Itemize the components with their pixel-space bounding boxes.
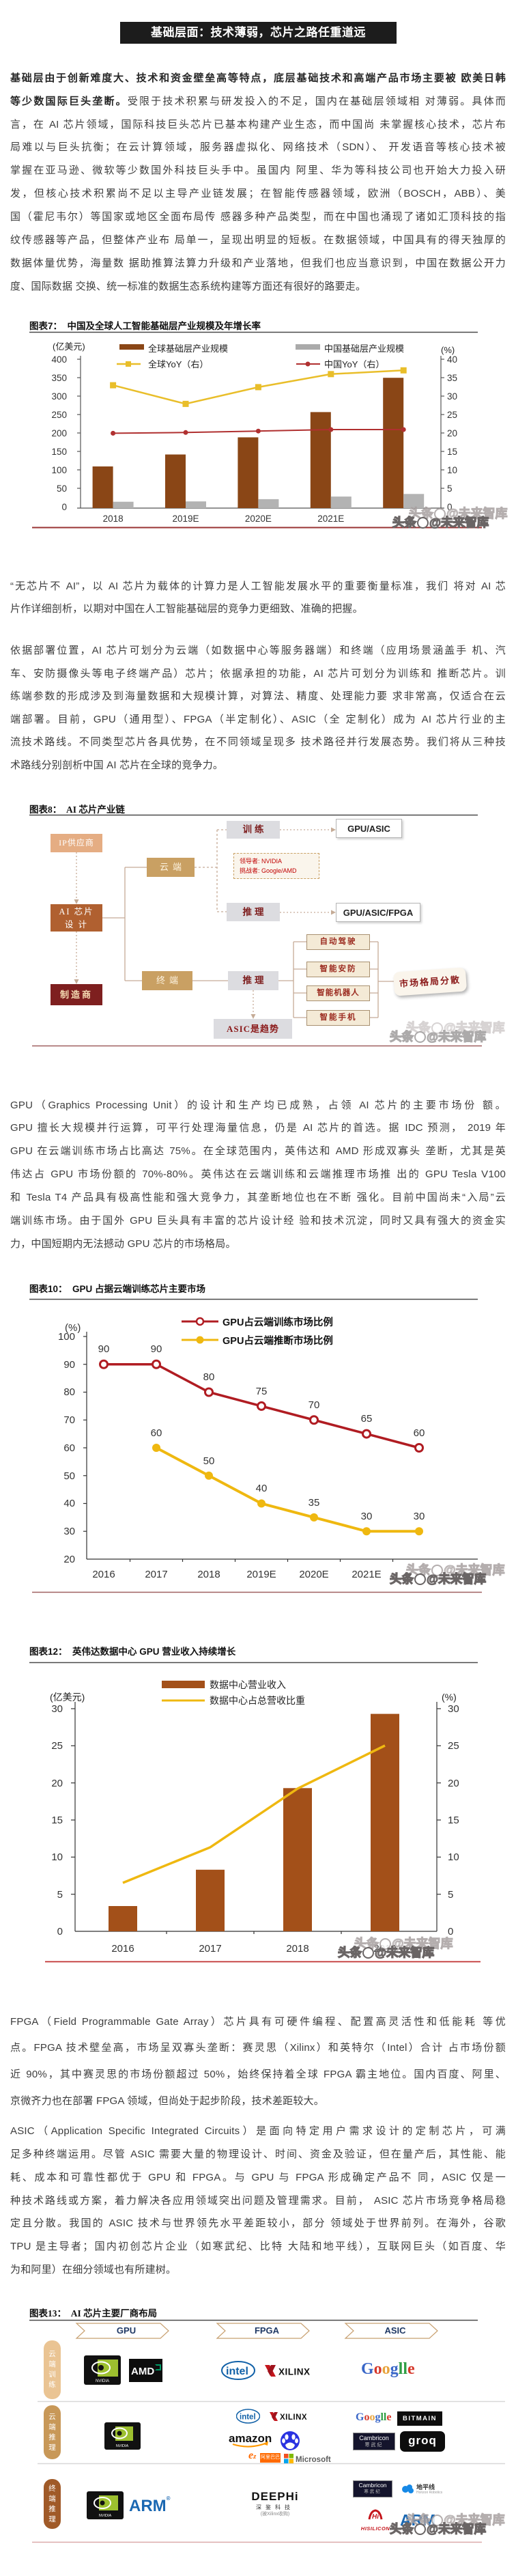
svg-text:0: 0 xyxy=(57,1926,63,1937)
svg-text:150: 150 xyxy=(51,447,67,457)
svg-text:NVIDIA: NVIDIA xyxy=(116,2444,129,2448)
svg-text:25: 25 xyxy=(51,1740,63,1752)
svg-text:图表10： GPU 占据云端训练芯片主要市场: 图表10： GPU 占据云端训练芯片主要市场 xyxy=(29,1283,205,1294)
svg-text:(亿美元): (亿美元) xyxy=(53,341,85,352)
svg-text:60: 60 xyxy=(63,1442,75,1454)
svg-text:2019E: 2019E xyxy=(246,1569,276,1580)
svg-text:40: 40 xyxy=(447,354,457,365)
svg-text:0: 0 xyxy=(447,502,453,512)
svg-text:100: 100 xyxy=(51,465,67,475)
svg-text:50: 50 xyxy=(57,484,67,494)
svg-text:0: 0 xyxy=(448,1926,453,1937)
svg-text:15: 15 xyxy=(448,1815,459,1826)
svg-text:30: 30 xyxy=(447,391,457,402)
svg-text:2020E: 2020E xyxy=(299,1569,328,1580)
svg-text:90: 90 xyxy=(98,1343,110,1355)
svg-text:中国YoY（右）: 中国YoY（右） xyxy=(324,359,384,369)
svg-text:40: 40 xyxy=(256,1483,268,1494)
svg-text:50: 50 xyxy=(63,1470,75,1482)
svg-text:5: 5 xyxy=(448,1889,453,1901)
svg-text:20: 20 xyxy=(51,1778,63,1789)
svg-text:35: 35 xyxy=(309,1497,320,1509)
svg-text:NVIDIA: NVIDIA xyxy=(96,2379,109,2383)
svg-text:25: 25 xyxy=(447,410,457,420)
svg-text:2019E: 2019E xyxy=(172,514,199,524)
svg-text:20: 20 xyxy=(447,428,457,438)
svg-text:10: 10 xyxy=(51,1851,63,1863)
svg-text:2018: 2018 xyxy=(197,1569,220,1580)
svg-text:NVIDIA: NVIDIA xyxy=(99,2514,112,2518)
svg-text:400: 400 xyxy=(51,354,67,365)
svg-text:250: 250 xyxy=(51,410,67,420)
svg-text:(%): (%) xyxy=(441,345,455,355)
svg-text:30: 30 xyxy=(448,1703,459,1715)
svg-text:FPGA: FPGA xyxy=(255,2325,280,2336)
svg-text:90: 90 xyxy=(151,1343,162,1355)
svg-text:50: 50 xyxy=(203,1455,215,1467)
svg-text:XILINX: XILINX xyxy=(278,2367,311,2377)
svg-text:ASIC: ASIC xyxy=(384,2325,406,2336)
svg-text:70: 70 xyxy=(309,1399,320,1411)
svg-text:Hi: Hi xyxy=(372,2513,379,2521)
svg-text:70: 70 xyxy=(63,1414,75,1426)
svg-text:25: 25 xyxy=(448,1740,459,1752)
svg-text:(%): (%) xyxy=(442,1692,457,1703)
svg-text:90: 90 xyxy=(63,1359,75,1371)
svg-text:全球YoY（右）: 全球YoY（右） xyxy=(148,359,208,369)
svg-text:Microsoft: Microsoft xyxy=(296,2456,331,2464)
svg-text:2016: 2016 xyxy=(92,1569,115,1580)
svg-text:(亿美元): (亿美元) xyxy=(50,1692,85,1703)
svg-text:20: 20 xyxy=(63,1554,75,1565)
svg-text:65: 65 xyxy=(361,1413,373,1425)
svg-text:350: 350 xyxy=(51,373,67,383)
svg-text:10: 10 xyxy=(448,1851,459,1863)
svg-text:2018: 2018 xyxy=(286,1943,309,1955)
svg-text:intel: intel xyxy=(240,2413,256,2422)
svg-text:GPU: GPU xyxy=(117,2325,136,2336)
svg-text:(%): (%) xyxy=(65,1322,81,1334)
svg-text:80: 80 xyxy=(63,1386,75,1398)
svg-text:30: 30 xyxy=(51,1703,63,1715)
svg-text:30: 30 xyxy=(361,1511,373,1522)
svg-text:20: 20 xyxy=(448,1778,459,1789)
svg-text:300: 300 xyxy=(51,391,67,402)
svg-text:80: 80 xyxy=(203,1371,215,1383)
svg-text:图表12： 英伟达数据中心 GPU 营业收入持续增长: 图表12： 英伟达数据中心 GPU 营业收入持续增长 xyxy=(29,1646,236,1657)
svg-text:2021E: 2021E xyxy=(352,1569,381,1580)
svg-text:5: 5 xyxy=(447,484,453,494)
svg-text:AMD: AMD xyxy=(131,2366,154,2377)
svg-text:30: 30 xyxy=(63,1526,75,1537)
svg-text:XILINX: XILINX xyxy=(280,2413,307,2422)
svg-text:35: 35 xyxy=(447,373,457,383)
svg-text:图表7： 中国及全球人工智能基础层产业规模及年增长率: 图表7： 中国及全球人工智能基础层产业规模及年增长率 xyxy=(29,320,261,331)
svg-text:75: 75 xyxy=(256,1386,268,1397)
svg-text:2021E: 2021E xyxy=(317,514,344,524)
svg-text:2018: 2018 xyxy=(103,514,124,524)
svg-text:amazon: amazon xyxy=(229,2432,272,2445)
svg-text:全球基础层产业规模: 全球基础层产业规模 xyxy=(148,344,228,354)
svg-text:30: 30 xyxy=(414,1511,425,1522)
svg-text:15: 15 xyxy=(51,1815,63,1826)
svg-text:中国基础层产业规模: 中国基础层产业规模 xyxy=(324,344,404,354)
svg-text:数据中心占总营收比重: 数据中心占总营收比重 xyxy=(210,1695,305,1706)
svg-text:100: 100 xyxy=(58,1331,75,1343)
svg-text:2020E: 2020E xyxy=(245,514,272,524)
svg-text:60: 60 xyxy=(151,1427,162,1439)
svg-text:intel: intel xyxy=(226,2366,248,2377)
svg-text:15: 15 xyxy=(447,447,457,457)
svg-text:2016: 2016 xyxy=(111,1943,134,1955)
svg-text:5: 5 xyxy=(57,1889,63,1901)
svg-text:60: 60 xyxy=(414,1427,425,1439)
svg-text:2019: 2019 xyxy=(373,1943,396,1955)
svg-text:GPU占云端推断市场比例: GPU占云端推断市场比例 xyxy=(223,1334,333,1347)
svg-text:0: 0 xyxy=(61,502,67,512)
svg-text:数据中心营业收入: 数据中心营业收入 xyxy=(210,1679,286,1690)
svg-text:GPU占云端训练市场比例: GPU占云端训练市场比例 xyxy=(223,1316,333,1328)
svg-text:10: 10 xyxy=(447,465,457,475)
svg-text:2017: 2017 xyxy=(145,1569,167,1580)
svg-text:200: 200 xyxy=(51,428,67,438)
svg-text:2017: 2017 xyxy=(199,1943,221,1955)
svg-text:40: 40 xyxy=(63,1498,75,1509)
